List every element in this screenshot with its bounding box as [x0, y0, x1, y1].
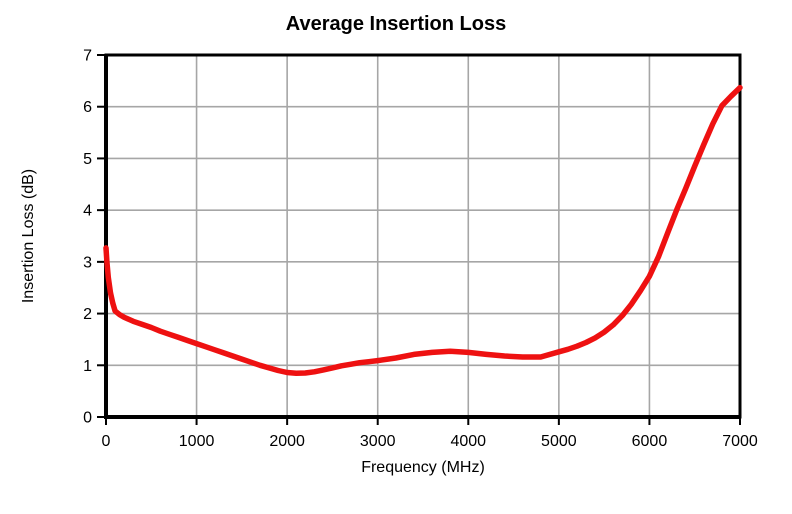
y-tick-label: 2: [83, 306, 92, 323]
y-tick-label: 0: [83, 410, 92, 427]
y-tick-label: 4: [83, 203, 92, 220]
loss-curve: [103, 84, 743, 377]
x-tick-label: 5000: [541, 433, 577, 450]
x-tick-label: 0: [102, 433, 111, 450]
y-tick-label: 1: [83, 358, 92, 375]
x-axis-label: Frequency (MHz): [361, 459, 485, 476]
y-tick-label: 6: [83, 99, 92, 116]
chart-title: Average Insertion Loss: [285, 13, 507, 35]
x-tick-label: 4000: [450, 433, 486, 450]
x-tick-label: 3000: [360, 433, 396, 450]
y-tick-label: 7: [83, 48, 92, 65]
x-tick-label: 7000: [722, 433, 758, 450]
x-tick-label: 2000: [269, 433, 305, 450]
plot-border: [104, 53, 742, 419]
x-tick-label: 6000: [632, 433, 668, 450]
y-tick-label: 5: [83, 151, 92, 168]
y-tick-label: 3: [83, 254, 92, 271]
x-tick-label: 1000: [179, 433, 215, 450]
